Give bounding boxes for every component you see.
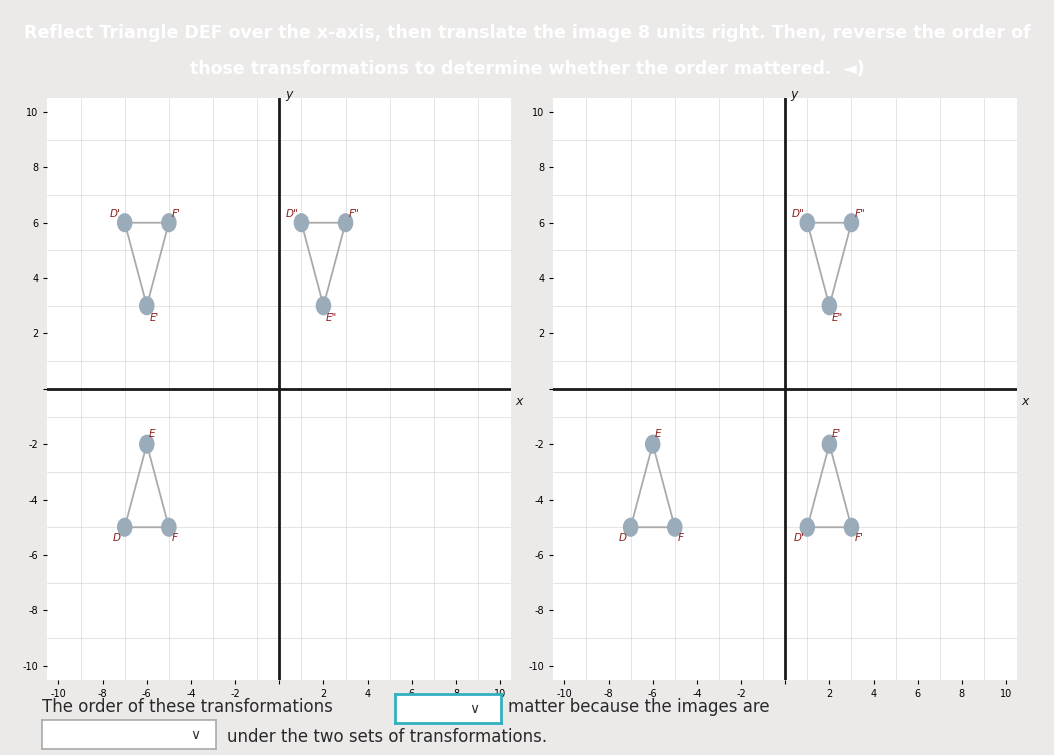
Circle shape [118,519,132,536]
Text: E: E [149,430,156,439]
Text: F: F [678,533,684,543]
Circle shape [338,214,353,232]
Circle shape [844,519,859,536]
Text: x: x [515,396,523,408]
Text: under the two sets of transformations.: under the two sets of transformations. [227,728,547,746]
Text: D': D' [110,209,120,219]
Text: F: F [172,533,178,543]
Text: The order of these transformations: The order of these transformations [42,698,333,716]
Text: F': F' [855,533,863,543]
Text: D: D [619,533,626,543]
Circle shape [646,436,660,453]
Circle shape [118,214,132,232]
Circle shape [800,214,815,232]
Circle shape [822,436,837,453]
Text: x: x [1021,396,1029,408]
Text: F": F" [855,209,865,219]
Text: D': D' [794,533,805,543]
Text: y: y [285,88,292,101]
Circle shape [162,519,176,536]
Circle shape [668,519,682,536]
Text: matter because the images are: matter because the images are [508,698,769,716]
Text: D": D" [792,209,804,219]
Circle shape [140,297,154,315]
Circle shape [316,297,331,315]
Text: E': E' [150,313,159,323]
Circle shape [844,214,859,232]
Circle shape [294,214,309,232]
Circle shape [140,436,154,453]
Text: D: D [113,533,120,543]
Circle shape [800,519,815,536]
Text: F": F" [349,209,359,219]
Text: y: y [790,88,798,101]
Text: ∨: ∨ [190,728,200,742]
Text: those transformations to determine whether the order mattered.  ◄): those transformations to determine wheth… [190,60,864,79]
Circle shape [822,297,837,315]
Text: E': E' [832,430,841,439]
Text: E": E" [832,313,843,323]
Text: E: E [655,430,662,439]
Text: D": D" [286,209,298,219]
Text: Reflect Triangle DEF over the x-axis, then translate the image 8 units right. Th: Reflect Triangle DEF over the x-axis, th… [23,24,1031,42]
Circle shape [162,214,176,232]
Text: E": E" [326,313,337,323]
Text: F': F' [172,209,181,219]
Text: ∨: ∨ [469,701,480,716]
Circle shape [624,519,638,536]
